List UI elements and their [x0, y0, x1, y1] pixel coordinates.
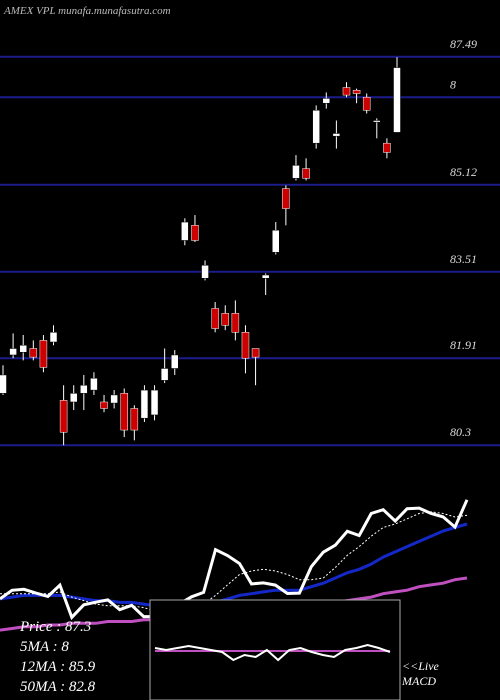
y-tick-label: 80.3 [450, 425, 471, 439]
candle-body [312, 109, 320, 144]
candle-body [221, 313, 230, 326]
candle-body [29, 348, 38, 358]
candle-body [332, 133, 341, 137]
candle-body [90, 377, 98, 391]
y-tick-label: 81.91 [450, 338, 477, 352]
macd-label: MACD [401, 674, 436, 688]
candle-body [120, 393, 128, 431]
candle-body [292, 165, 300, 179]
candle-body [393, 67, 401, 133]
candle-body [282, 188, 290, 209]
candle-body [231, 313, 240, 333]
candle-body [0, 374, 7, 394]
candle-body [362, 97, 371, 111]
indicator-line [0, 499, 469, 621]
candle-body [19, 345, 27, 353]
legend-entry: 12MA : 85.9 [20, 659, 96, 675]
indicator-line [0, 522, 468, 608]
y-tick-label: 85.12 [450, 165, 477, 179]
chart-title: AMEX VPL munafa.munafasutra.com [3, 5, 171, 17]
candle-body [130, 408, 139, 431]
candle-body [140, 389, 149, 419]
candle-body [352, 90, 361, 94]
candle-body [302, 168, 310, 179]
y-tick-label: 8 [450, 77, 456, 91]
candle-body [373, 120, 381, 123]
candle-body [191, 225, 199, 241]
candle-body [100, 401, 108, 409]
candle-body [201, 265, 209, 279]
candle-body [9, 348, 17, 356]
macd-label: <<Live [402, 659, 440, 673]
candle-body [181, 221, 189, 241]
candle-body [251, 348, 260, 358]
candle-body [322, 98, 331, 104]
candle-body [69, 393, 78, 403]
candle-body [272, 229, 280, 253]
candle-body [160, 368, 169, 381]
candle-body [241, 332, 250, 359]
candle-body [39, 340, 48, 368]
candle-body [170, 354, 179, 369]
candle-body [383, 142, 391, 153]
candle-body [49, 332, 58, 343]
legend-entry: 5MA : 8 [20, 639, 69, 655]
candle-body [110, 394, 118, 404]
candle-body [59, 400, 68, 433]
candle-body [80, 384, 88, 394]
candle-body [261, 274, 270, 279]
candle-body [211, 308, 219, 329]
legend-entry: 50MA : 82.8 [20, 679, 96, 695]
indicator-line [0, 511, 468, 612]
legend-entry: Price : 87.3 [19, 619, 91, 635]
candle-body [342, 87, 351, 96]
macd-line [154, 643, 391, 662]
y-tick-label: 87.49 [450, 37, 477, 51]
candle-body [150, 389, 159, 416]
y-tick-label: 83.51 [450, 252, 477, 266]
